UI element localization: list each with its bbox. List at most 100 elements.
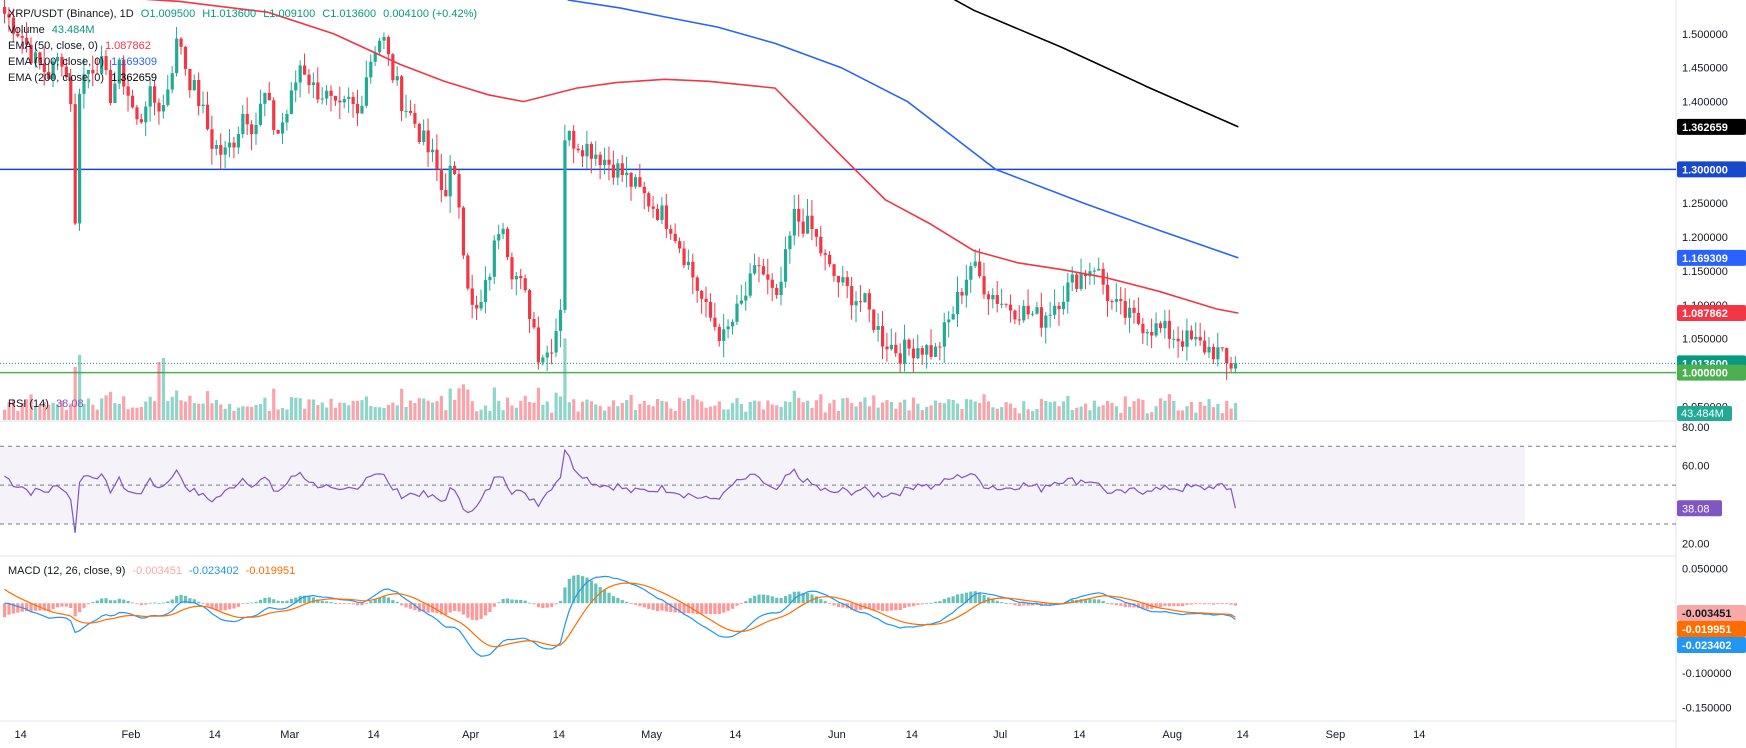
candle-body [603, 159, 607, 166]
macd-histogram-bar [611, 596, 616, 604]
volume-bar [850, 403, 854, 420]
candle-body [64, 66, 68, 78]
volume-bar [466, 389, 470, 420]
volume-bar [267, 410, 271, 420]
volume-bar [761, 409, 766, 420]
macd-histogram-bar [872, 603, 876, 611]
volume-bar [254, 404, 258, 420]
candle-body [735, 303, 739, 322]
macd-histogram-bar [294, 597, 298, 604]
volume-bar [673, 410, 677, 420]
macd-histogram-bar [536, 603, 541, 608]
macd-histogram-bar [1203, 603, 1207, 605]
volume-bar [933, 400, 938, 420]
candle-body [726, 326, 730, 330]
candle-body [1163, 320, 1167, 329]
volume-bar [854, 406, 858, 420]
volume-bar [245, 406, 249, 420]
volume-bar [1000, 407, 1004, 420]
volume-bar [333, 407, 338, 420]
macd-histogram-bar [576, 574, 580, 604]
macd-histogram-bar [417, 603, 421, 612]
candle-body [889, 344, 894, 350]
rsi-axis-badge [1677, 500, 1722, 517]
macd-histogram-bar [1092, 599, 1096, 604]
candle-body [333, 95, 338, 101]
candle-body [192, 79, 196, 91]
macd-histogram-bar [298, 595, 302, 604]
candle-body [828, 254, 832, 265]
macd-histogram-bar [660, 603, 664, 611]
candle-body [73, 104, 77, 224]
volume-bar [744, 411, 748, 420]
macd-histogram-bar [183, 595, 188, 604]
volume-bar [585, 399, 589, 420]
candle-body [814, 229, 819, 237]
candle-body [197, 79, 201, 107]
volume-bar [805, 400, 810, 420]
volume-bar [655, 398, 660, 420]
macd-histogram-bar [258, 599, 263, 604]
macd-histogram-bar [1233, 603, 1238, 606]
macd-histogram-bar [1194, 603, 1198, 605]
candle-body [805, 215, 810, 234]
volume-bar [1233, 403, 1238, 420]
volume-bar [964, 399, 969, 420]
volume-bar [241, 406, 245, 420]
macd-histogram-bar [254, 601, 258, 604]
volume-bar [369, 405, 373, 420]
volume-bar [779, 406, 783, 420]
volume-bar [678, 397, 682, 420]
macd-histogram-bar [510, 599, 514, 604]
macd-histogram-bar [708, 603, 713, 614]
ema-line [144, 0, 1239, 314]
macd-histogram-bar [422, 603, 426, 612]
volume-bar [232, 410, 236, 420]
candle-body [576, 148, 580, 151]
candle-body [528, 290, 532, 319]
candle-body [545, 352, 549, 358]
candle-body [669, 228, 673, 234]
candle-body [285, 113, 289, 123]
price-tick-label: 1.050000 [1682, 334, 1728, 346]
macd-histogram-bar [210, 603, 214, 609]
volume-bar [175, 390, 179, 420]
volume-bar [814, 400, 819, 420]
candle-body [42, 63, 46, 72]
macd-histogram-bar [483, 603, 488, 616]
volume-bar [11, 399, 16, 420]
candle-body [854, 301, 858, 306]
macd-histogram-bar [29, 603, 33, 612]
candle-body [607, 159, 611, 165]
volume-bar [413, 403, 417, 420]
macd-histogram-bar [228, 603, 232, 610]
volume-bar [942, 403, 946, 420]
macd-histogram-bar [272, 599, 276, 604]
candle-body [475, 304, 479, 309]
macd-histogram-bar [880, 603, 885, 611]
macd-histogram-bar [104, 598, 108, 604]
volume-bar [1017, 413, 1021, 420]
volume-bar [64, 409, 68, 420]
candle-body [1057, 305, 1061, 310]
candle-body [272, 100, 276, 130]
volume-bar [925, 406, 929, 420]
volume-bar [669, 408, 673, 420]
volume-bar [1167, 394, 1171, 420]
time-tick-label: 14 [1413, 729, 1425, 741]
macd-histogram-bar [263, 597, 267, 604]
volume-bar [439, 395, 443, 420]
volume-bar [205, 391, 210, 420]
time-tick-label: 14 [1237, 729, 1249, 741]
macd-histogram-bar [620, 600, 624, 604]
macd-histogram-bar [501, 598, 505, 604]
candle-body [929, 345, 933, 357]
macd-histogram-bar [1189, 603, 1194, 605]
volume-bar [986, 401, 991, 420]
volume-axis-badge [1677, 406, 1732, 421]
macd-histogram-bar [1211, 603, 1216, 605]
volume-bar [523, 395, 527, 420]
candle-body [1030, 313, 1035, 315]
macd-histogram-bar [378, 597, 382, 604]
